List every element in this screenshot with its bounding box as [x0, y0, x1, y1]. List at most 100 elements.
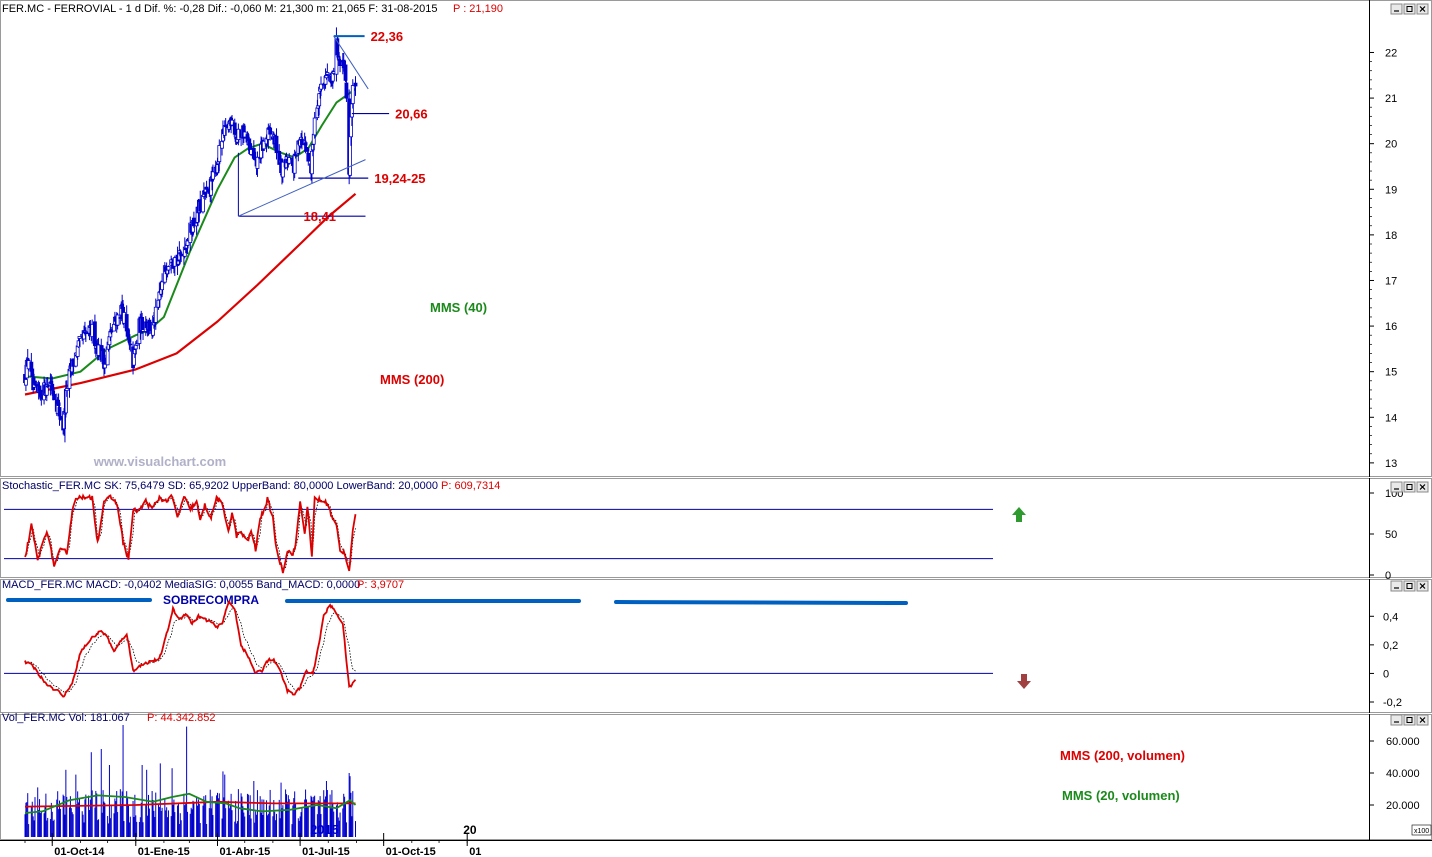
candle-body: [33, 380, 37, 386]
candle-body: [220, 140, 224, 149]
candle-body: [77, 336, 82, 339]
macd-tick-label: -0,2: [1383, 697, 1402, 709]
macd-panel: MACD_FER.MC MACD: -0,0402 MediaSIG: 0,00…: [2, 579, 1402, 709]
stochastic-maximize-button[interactable]: [1403, 481, 1416, 493]
candle-body: [306, 152, 311, 162]
right-year-label: 20: [463, 823, 477, 837]
price-tick-label: 15: [1385, 367, 1397, 379]
price-tick-label: 22: [1385, 47, 1397, 59]
candle-body: [56, 402, 61, 406]
candle-body: [185, 240, 190, 246]
price-axis: 22 21 20 19 18 17 16 15 14 13: [1369, 47, 1397, 470]
level-label-18-41: 18,41: [304, 209, 337, 224]
overbought-label: SOBRECOMPRA: [163, 593, 259, 607]
trendline-2: [238, 159, 366, 217]
candle-body: [350, 85, 355, 104]
level-label-19-24-25: 19,24-25: [374, 171, 425, 186]
candle-body: [274, 135, 279, 154]
minimize-box: [1390, 481, 1403, 493]
candle-body: [319, 83, 323, 90]
candle-body: [211, 171, 215, 180]
date-tick-label: 01-Jul-15: [302, 846, 350, 857]
maximize-icon: [1406, 717, 1413, 723]
minimize-box: [1390, 3, 1403, 15]
panel-frame: [0, 0, 1432, 477]
candle-body: [52, 393, 56, 401]
volume-last: P: 44.342.852: [147, 712, 216, 724]
candle-body: [57, 407, 62, 417]
candles: [23, 27, 358, 443]
candle-body: [49, 380, 54, 385]
candle-body: [24, 379, 28, 386]
macd-title: MACD_FER.MC MACD: -0,0402 MediaSIG: 0,00…: [2, 579, 360, 591]
macd-last: P: 3,9707: [357, 579, 404, 591]
candle-body: [132, 349, 137, 355]
date-tick-label: 01-Oct-14: [54, 846, 105, 857]
volume-maximize-button[interactable]: [1403, 714, 1416, 726]
macd-close-button[interactable]: [1416, 580, 1429, 592]
macd-axis: 0,4 0,2 0 -0,2: [1369, 611, 1402, 709]
candle-body: [343, 64, 348, 81]
price-tick-label: 14: [1385, 412, 1397, 424]
candle-body: [30, 368, 35, 378]
macd-tick-label: 0,2: [1383, 640, 1398, 652]
macd-minimize-button[interactable]: [1390, 580, 1403, 592]
price-tick-label: 13: [1385, 458, 1397, 470]
volume-tick-label: 60.000: [1386, 736, 1420, 748]
stochastic-close-button[interactable]: [1416, 481, 1429, 493]
stochastic-minimize-button[interactable]: [1390, 481, 1403, 493]
candle-body: [134, 343, 139, 346]
macd-tick-label: 0: [1383, 668, 1389, 680]
candle-body: [166, 266, 171, 271]
price-close-button[interactable]: [1416, 3, 1429, 15]
candle-body: [280, 161, 285, 178]
sma-200-line: [24, 192, 357, 396]
candle-body: [344, 82, 349, 99]
macd-tick-label: 0,4: [1383, 611, 1398, 623]
candle-body: [160, 281, 165, 291]
panel-controls[interactable]: [1390, 3, 1429, 726]
price-minimize-button[interactable]: [1390, 3, 1403, 15]
macd-maximize-button[interactable]: [1403, 580, 1416, 592]
maximize-box: [1403, 580, 1416, 592]
candle-body: [128, 343, 133, 346]
candle-body: [287, 157, 292, 164]
candle-body: [293, 154, 298, 157]
candle-body: [324, 75, 329, 79]
scale-note-box: [1411, 824, 1432, 836]
close-icon: [1419, 717, 1426, 723]
date-tick-label: 01-Oct-15: [386, 846, 436, 857]
arrow-up-icon: [1012, 507, 1026, 522]
candle-body: [217, 145, 222, 163]
volume-sma-200-line: [24, 800, 356, 808]
arrow-down-icon: [1017, 674, 1031, 689]
candle-body: [310, 150, 314, 175]
stochastic-tick-label: 0: [1385, 570, 1391, 582]
date-axis: 01-Oct-14 01-Ene-15 01-Abr-15 01-Jul-15 01-O…: [24, 823, 481, 857]
price-tick-label: 18: [1385, 230, 1397, 242]
year-label: 2015: [310, 822, 339, 837]
candle-body: [191, 217, 196, 227]
candle-body: [194, 222, 199, 227]
candle-body: [103, 363, 107, 369]
date-tick-label: 01-Ene-15: [138, 846, 190, 857]
maximize-box: [1403, 481, 1416, 493]
level-label-20-66: 20,66: [395, 107, 428, 122]
candle-body: [44, 384, 49, 396]
overbought-bar-3: [614, 600, 908, 605]
price-maximize-button[interactable]: [1403, 3, 1416, 15]
candle-body: [303, 142, 308, 146]
close-icon: [1419, 484, 1426, 490]
sma-40-label: MMS (40): [430, 300, 487, 315]
volume-sma-20-line: [24, 792, 357, 814]
candle-body: [45, 385, 50, 388]
price-tick-label: 20: [1385, 139, 1397, 151]
volume-close-button[interactable]: [1416, 714, 1429, 726]
candle-body: [127, 338, 132, 343]
date-tick-label: 01: [469, 846, 481, 857]
candle-body: [305, 148, 310, 152]
volume-minimize-button[interactable]: [1390, 714, 1403, 726]
candle-body: [310, 144, 315, 151]
